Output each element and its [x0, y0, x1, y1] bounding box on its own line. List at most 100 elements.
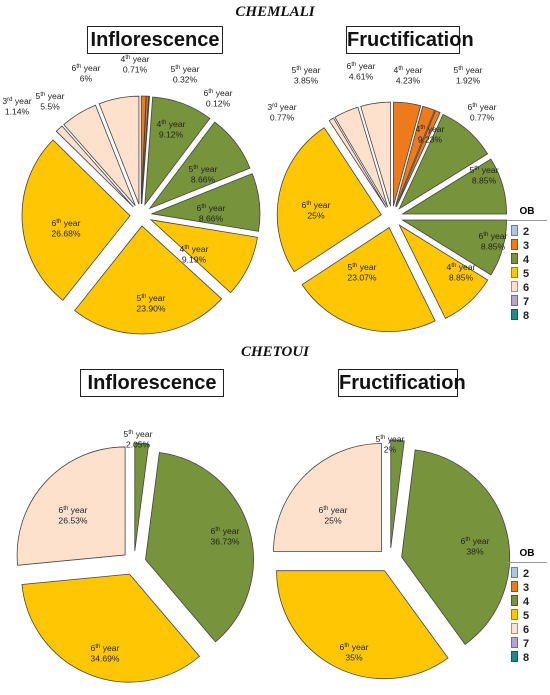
- pie-1-slice-4: [401, 158, 507, 215]
- pie-0-slice-8: [21, 139, 131, 301]
- pie-2-label-1: 6th year 36.73%: [210, 526, 240, 547]
- pie-1-label-7: 5th year 23.07%: [347, 262, 377, 283]
- legend-title: OB: [507, 204, 547, 221]
- pie-0-slice-10: [63, 104, 136, 206]
- pie-1-slice-5: [401, 219, 507, 276]
- pie-0-label-5: 6th year 8.66%: [197, 203, 226, 224]
- pie-1-label-5: 6th year 8.85%: [479, 231, 508, 252]
- pie-0-label-11: 6th year 6%: [72, 63, 101, 84]
- pie-1-label-8: 6th year 25%: [302, 200, 331, 221]
- legend-label: 4: [523, 596, 530, 608]
- pie-1-label-1: 5th year 1.92%: [454, 65, 483, 86]
- pie-2-slice-1: [145, 452, 254, 643]
- legend-item-2: 2: [507, 225, 547, 239]
- pie-1-slice-0: [393, 101, 422, 207]
- pie-1-slice-6: [398, 224, 489, 319]
- pie-0-label-0: 4th year 0.71%: [121, 54, 150, 75]
- legend-label: 3: [523, 582, 530, 594]
- pie-1-label-11: 6th year 4.61%: [347, 61, 376, 82]
- legend-title: OB: [507, 546, 547, 563]
- legend-label: 5: [523, 610, 530, 622]
- legend-swatch: [511, 309, 518, 320]
- legend-swatch: [511, 567, 518, 578]
- legend-item-7: 7: [507, 295, 547, 309]
- pie-2-label-2: 6th year 34.69%: [90, 643, 120, 664]
- chart-title-chetoui-fructification: Fructification: [338, 369, 466, 397]
- pie-0-slice-7: [74, 225, 223, 335]
- pie-1-slice-7: [301, 227, 436, 332]
- legend-swatch: [511, 267, 518, 278]
- pie-3-label-3: 6th year 25%: [319, 505, 348, 526]
- legend-swatch: [511, 595, 518, 606]
- pie-0: 4th year 0.71% 5th year 0.32%6th year 0.12% 4…: [2, 54, 261, 335]
- pie-0-slice-6: [149, 219, 258, 294]
- legend-swatch: [511, 609, 518, 620]
- pie-1-slice-3: [398, 113, 489, 210]
- legend-item-4: 4: [507, 253, 547, 267]
- legend-label: 2: [523, 568, 530, 580]
- pie-3: 5th year 2% 6th year 38% 6th year 35% 6th year…: [273, 434, 511, 680]
- pie-3-slice-1: [401, 449, 511, 645]
- legend-label: 8: [523, 310, 530, 322]
- legend-label: 3: [523, 240, 530, 252]
- pie-0-label-3: 4th year 9.12%: [157, 119, 186, 140]
- legend-swatch: [511, 281, 518, 292]
- pie-0-label-8: 6th year 26.68%: [51, 218, 81, 239]
- pie-1-label-0: 4th year 4.23%: [394, 65, 423, 86]
- pie-1-slice-10: [334, 106, 388, 208]
- pie-0-label-1: 5th year 0.32%: [171, 64, 200, 85]
- variety-title-chetoui: CHETOUI: [240, 344, 310, 360]
- legend-item-3: 3: [507, 581, 547, 595]
- legend-item-6: 6: [507, 281, 547, 295]
- pie-2-label-3: 6th year 26.53%: [58, 505, 88, 526]
- pie-0-slice-4: [148, 121, 251, 210]
- legend-label: 2: [523, 226, 530, 238]
- pie-1-slice-11: [360, 101, 391, 207]
- pie-3-slice-2: [276, 570, 449, 680]
- legend-item-6: 6: [507, 623, 547, 637]
- pie-1-label-4: 5th year 8.85%: [470, 165, 499, 186]
- legend-item-5: 5: [507, 609, 547, 623]
- legend-swatch: [511, 581, 518, 592]
- legend-item-3: 3: [507, 239, 547, 253]
- pie-3-label-0: 5th year 2%: [376, 434, 405, 455]
- pie-0-slice-11: [98, 95, 140, 205]
- pie-1-slice-2: [396, 110, 441, 208]
- chart-title-chetoui-inflorescence: Inflorescence: [80, 369, 224, 397]
- pie-1-label-6: 4th year 8.85%: [447, 262, 476, 283]
- pie-0-slice-9: [55, 125, 134, 208]
- pie-1-label-10: 5th year 3.85%: [292, 65, 321, 86]
- legend-item-7: 7: [507, 637, 547, 651]
- pie-1-label-2: 6th year 0.77%: [468, 102, 497, 123]
- legend-swatch: [511, 637, 518, 648]
- pie-2-slice-0: [134, 442, 150, 552]
- pie-0-label-7: 5th year 23.90%: [136, 293, 166, 314]
- legend-swatch: [511, 225, 518, 236]
- legend-label: 7: [523, 296, 530, 308]
- legend-item-4: 4: [507, 595, 547, 609]
- legend-item-2: 2: [507, 567, 547, 581]
- pie-0-label-6: 4th year 9.19%: [180, 244, 209, 265]
- chart-title-chemlali-inflorescence: Inflorescence: [87, 26, 223, 54]
- legend-item-5: 5: [507, 267, 547, 281]
- pie-1-slice-1: [395, 105, 436, 207]
- legend-label: 5: [523, 268, 530, 280]
- legend-item-8: 8: [507, 651, 547, 665]
- pie-0-slice-3: [144, 96, 211, 207]
- chart-title-chemlali-fructification: Fructification: [346, 26, 474, 54]
- legend-label: 6: [523, 624, 530, 636]
- pie-2-label-0: 5th year 2.05%: [124, 429, 153, 450]
- pie-0-slice-2: [141, 95, 150, 205]
- legend-label: 6: [523, 282, 530, 294]
- pie-0-label-4: 5th year 8.66%: [189, 164, 218, 185]
- legend-swatch: [511, 651, 518, 662]
- pie-3-label-1: 6th year 38%: [461, 536, 490, 557]
- pie-2: 5th year 2.05% 6th year 36.73% 6th year 34.69…: [16, 429, 254, 683]
- legend-chemlali: OB 2 3 4 5 6 7 8: [507, 204, 547, 323]
- legend-swatch: [511, 623, 518, 634]
- legend-chetoui: OB 2 3 4 5 6 7 8: [507, 546, 547, 665]
- legend-swatch: [511, 253, 518, 264]
- pie-3-label-2: 6th year 35%: [340, 642, 369, 663]
- legend-label: 8: [523, 652, 530, 664]
